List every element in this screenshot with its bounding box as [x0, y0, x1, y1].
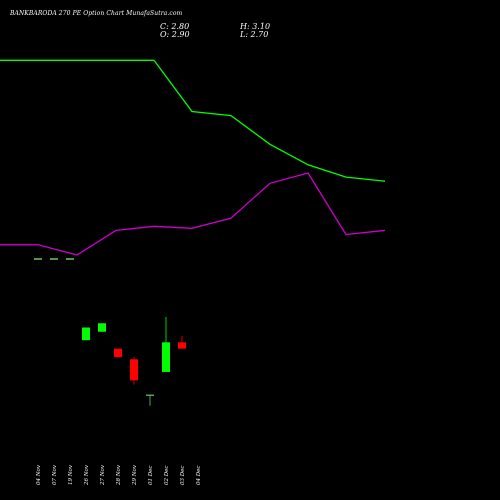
candle-body [82, 327, 90, 341]
indicator-line-2 [0, 172, 386, 256]
low-value: L: 2.70 [240, 30, 269, 39]
x-tick-label: 26 Nov [84, 464, 90, 486]
candle-body [178, 342, 186, 349]
candle-body [130, 359, 138, 381]
candle-body [162, 342, 170, 372]
candle-body [98, 323, 106, 332]
x-tick-label: 02 Dec [164, 466, 170, 486]
x-tick-label: 04 Nov [36, 464, 42, 485]
x-tick-label: 01 Dec [148, 466, 154, 486]
x-tick-label: 28 Nov [116, 464, 122, 486]
high-value: H: 3.10 [240, 22, 271, 31]
open-value: O: 2.90 [160, 30, 190, 39]
x-tick-label: 27 Nov [100, 464, 106, 486]
x-tick-label: 04 Dec [196, 466, 202, 486]
candle-body [114, 348, 122, 358]
x-tick-label: 03 Dec [180, 466, 186, 486]
x-tick-label: 29 Nov [132, 464, 138, 486]
indicator-line-1 [0, 59, 386, 182]
close-value: C: 2.80 [160, 22, 190, 31]
x-tick-label: 07 Nov [52, 464, 58, 485]
x-tick-label: 19 Nov [68, 464, 74, 485]
chart-title: BANKBARODA 270 PE Option Chart MunafaSut… [10, 10, 183, 17]
